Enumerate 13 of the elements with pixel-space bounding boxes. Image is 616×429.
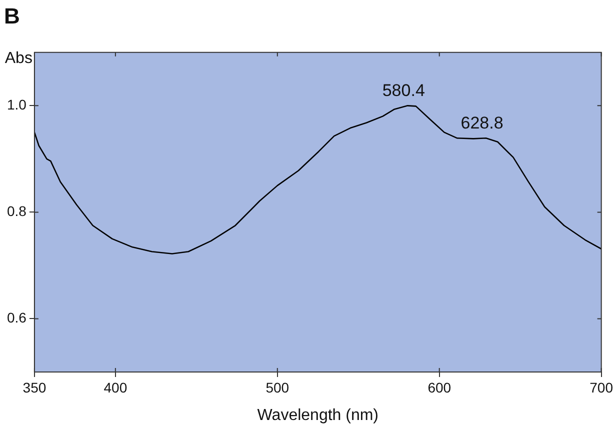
y-tick-label: 0.8 (6, 203, 27, 220)
x-tick-label: 600 (428, 379, 452, 396)
y-tick-label: 1.0 (6, 96, 27, 113)
x-axis-title: Wavelength (nm) (257, 406, 379, 424)
x-tick-label: 400 (104, 379, 128, 396)
x-tick-label: 500 (266, 379, 290, 396)
chart-title: B (4, 3, 20, 28)
annotation: 580.4 (382, 80, 425, 100)
y-tick-label: 0.6 (6, 310, 27, 326)
annotation: 628.8 (460, 113, 504, 132)
x-tick-label: 350 (22, 379, 46, 396)
y-axis-title: Abs (4, 50, 32, 67)
x-tick-label: 700 (590, 379, 614, 396)
